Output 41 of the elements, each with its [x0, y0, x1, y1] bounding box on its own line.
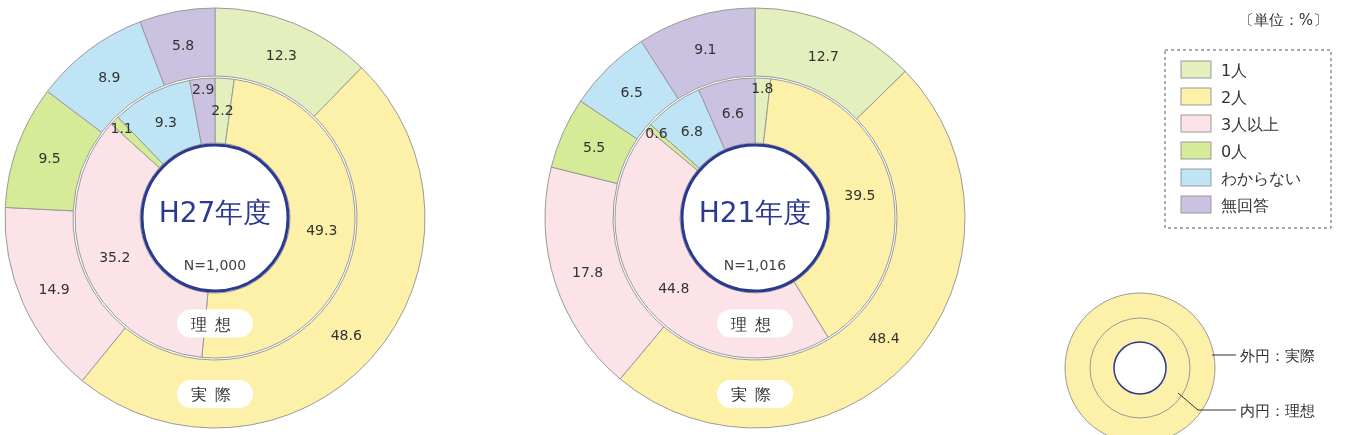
data-label: 49.3 — [306, 222, 338, 239]
data-label: 1.8 — [751, 80, 774, 97]
text: H21年度 — [698, 196, 812, 229]
data-label: 9.1 — [694, 41, 717, 58]
text: 〔単位：%〕 — [1238, 11, 1328, 29]
text: 内円：理想 — [1240, 402, 1315, 420]
data-label: 5.8 — [171, 36, 195, 53]
data-label: 48.6 — [330, 327, 362, 344]
data-label: 14.9 — [38, 281, 70, 298]
text: N=1,016 — [723, 257, 787, 273]
legend-label: 1人 — [1221, 61, 1248, 80]
data-label: 2.2 — [211, 102, 234, 119]
data-label: 48.4 — [868, 329, 900, 346]
legend-label: わからない — [1221, 169, 1301, 188]
data-label: 9.5 — [38, 149, 61, 166]
legend-label: 3人以上 — [1221, 115, 1280, 134]
data-label: 12.7 — [807, 47, 839, 64]
data-label: 9.3 — [154, 114, 178, 131]
text: N=1,000 — [183, 257, 247, 273]
slice-label: 実際 — [191, 385, 239, 404]
legend-label: 0人 — [1221, 142, 1248, 161]
data-label: 6.5 — [620, 84, 643, 101]
data-label: 44.8 — [658, 280, 690, 297]
slice-label: 理想 — [191, 314, 239, 334]
text: H27年度 — [158, 196, 272, 229]
data-label: 17.8 — [572, 264, 604, 281]
data-label: 5.5 — [583, 138, 606, 155]
data-label: 6.6 — [721, 104, 745, 121]
data-label: 35.2 — [99, 248, 131, 265]
slice-label: 実際 — [731, 385, 779, 404]
data-label: 8.9 — [98, 69, 121, 86]
data-label: 39.5 — [844, 186, 876, 203]
data-label: 1.1 — [110, 119, 133, 136]
legend-label: 無回答 — [1221, 196, 1269, 215]
legend-label: 2人 — [1221, 88, 1248, 107]
data-label: 6.8 — [680, 122, 703, 139]
data-label: 0.6 — [645, 125, 668, 142]
data-label: 2.9 — [192, 80, 215, 97]
slice-label: 理想 — [731, 314, 779, 334]
text: 外円：実際 — [1240, 347, 1315, 365]
data-label: 12.3 — [265, 46, 297, 63]
